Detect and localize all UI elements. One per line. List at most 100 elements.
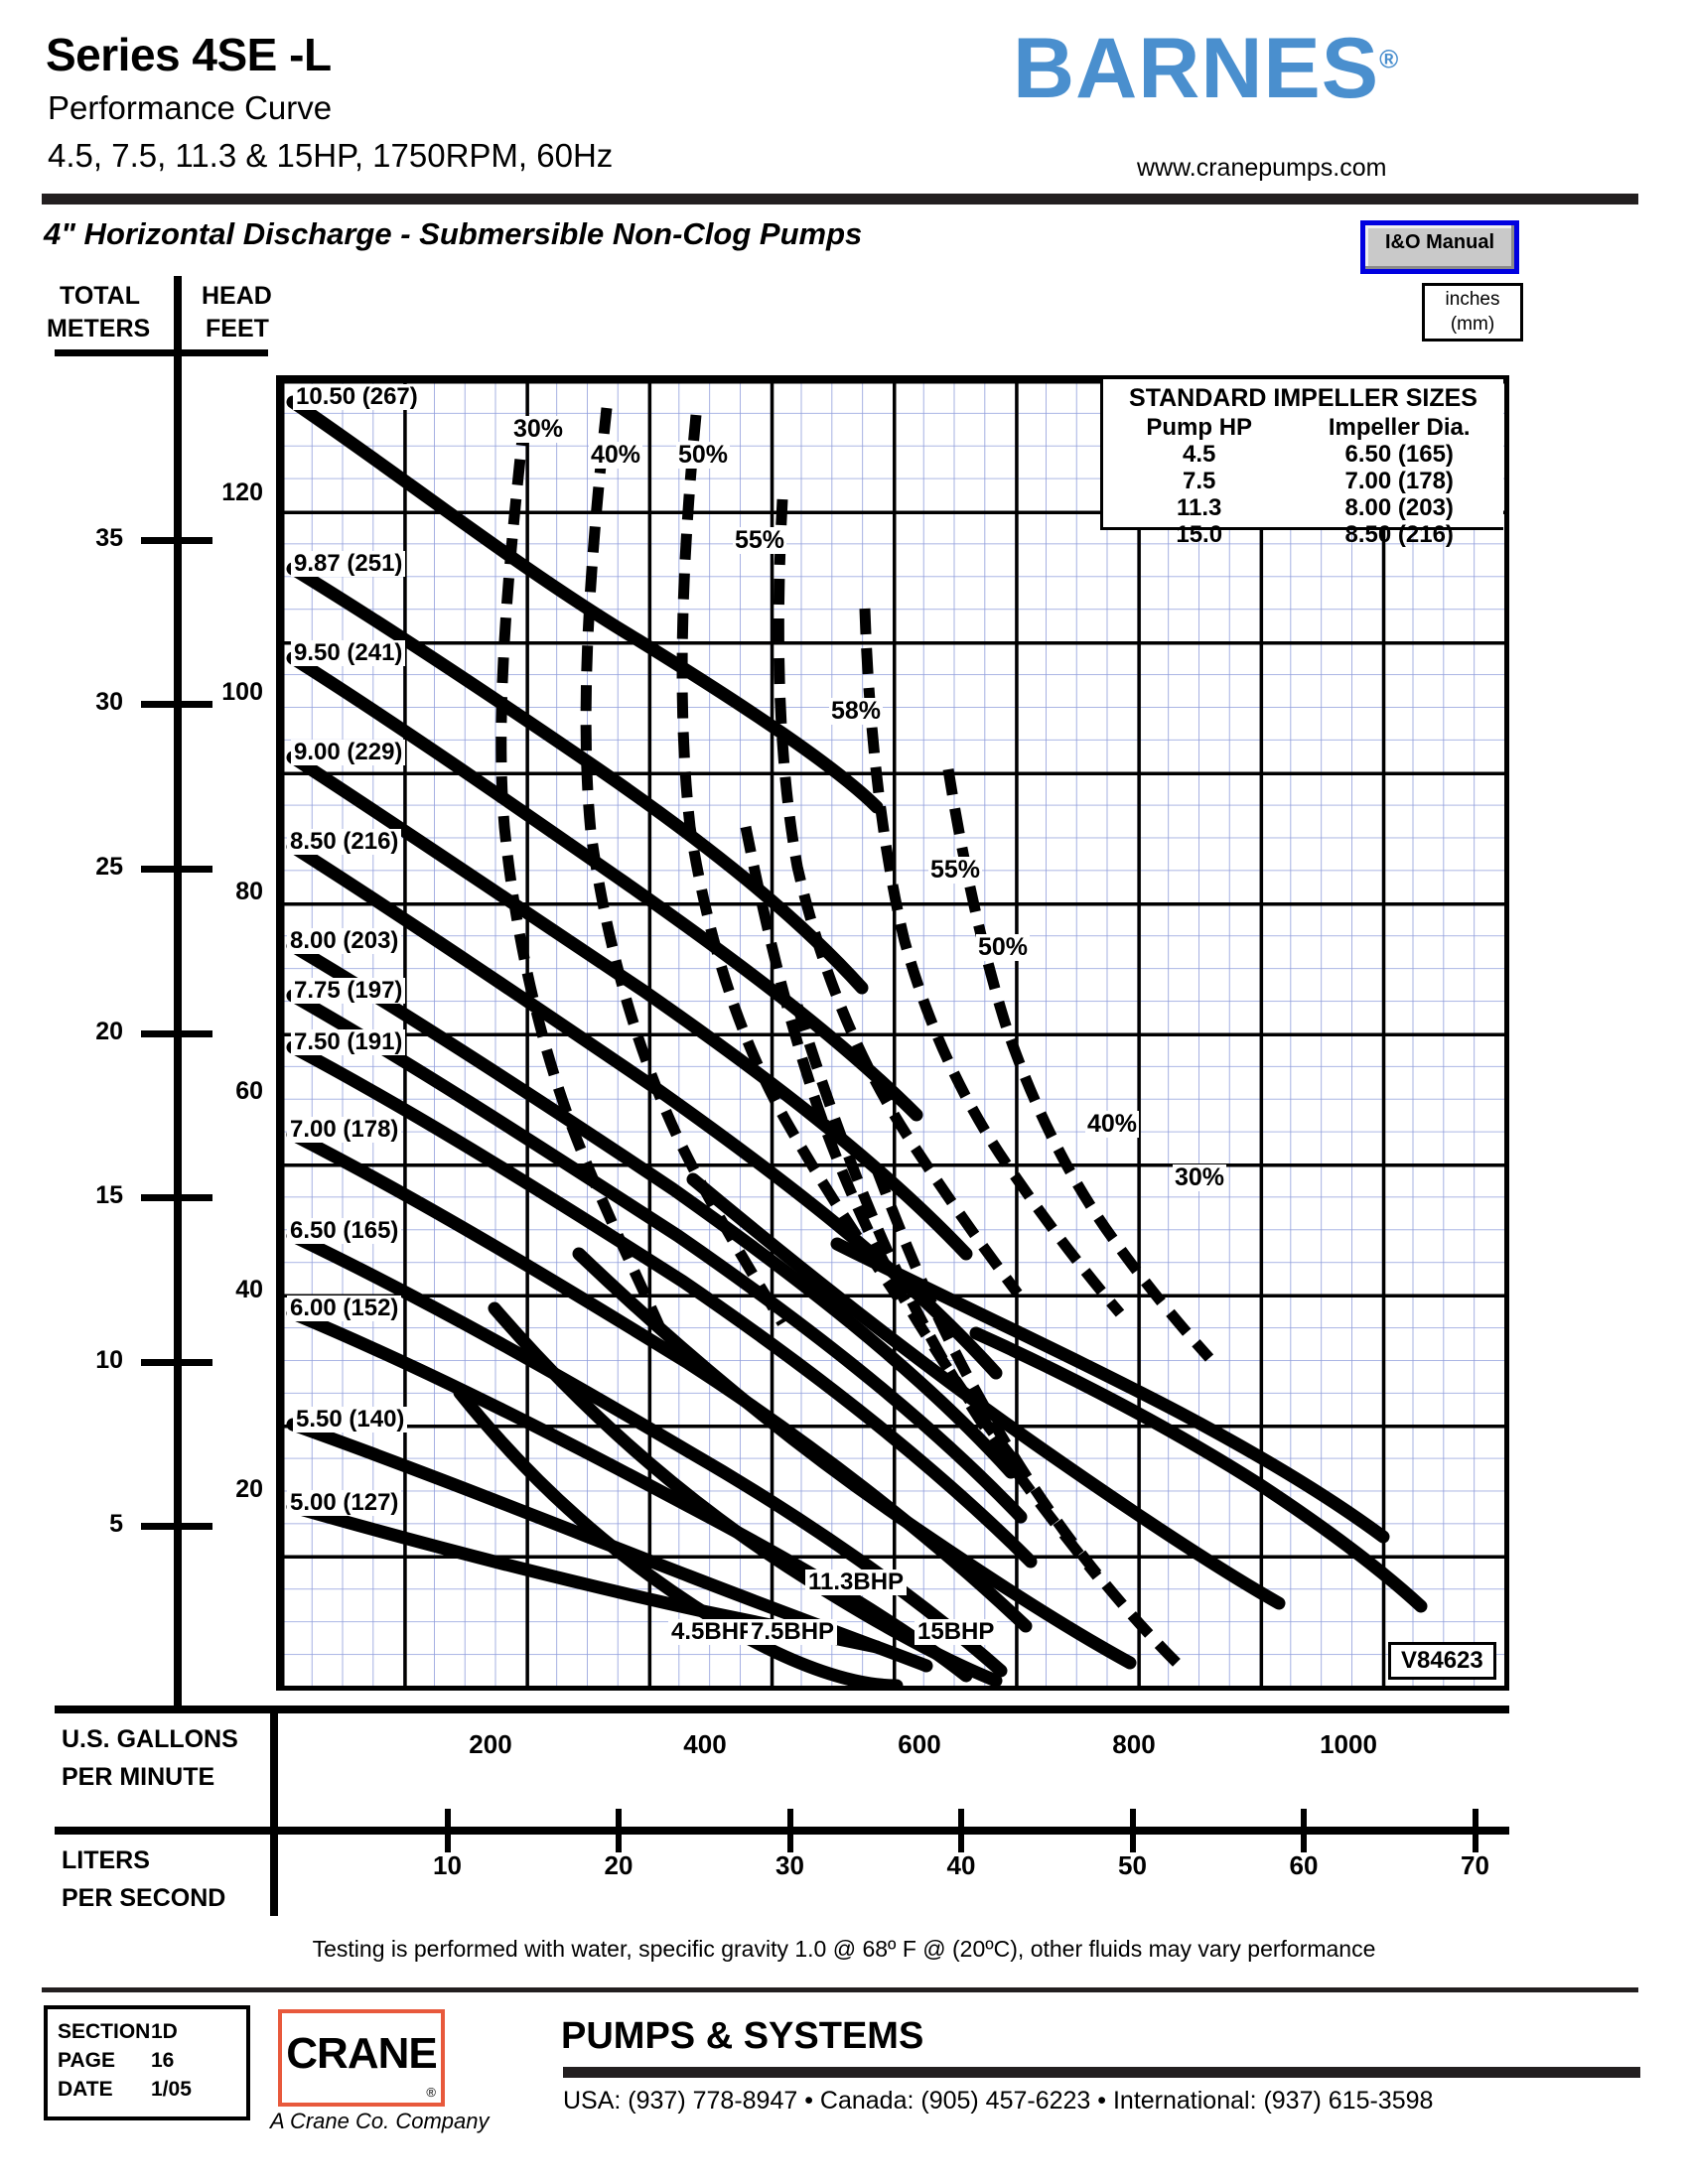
meters-tick-mark [141,1358,212,1366]
pumps-systems-rule [563,2067,1640,2078]
lps-tick-label: 50 [1118,1850,1147,1880]
feet-tick-label: 80 [235,877,263,905]
date-value: 1/05 [151,2078,192,2101]
meters-tick-mark [141,701,212,709]
meters-tick-label: 10 [95,1345,123,1374]
table-header-row: Pump HP Impeller Dia. [1103,414,1503,441]
meters-tick-label: 30 [95,688,123,717]
lps-tick-mark [1129,1809,1136,1852]
crane-wordmark: CRANE [286,2029,437,2078]
impeller-sizes-table: Pump HP Impeller Dia. 4.5 6.50 (165) 7.5 7.… [1103,414,1503,548]
registered-trademark-icon: ® [1379,44,1400,74]
feet-tick-label: 120 [221,478,263,507]
impeller-curve-label: 6.00 (152) [287,1296,402,1321]
impeller-curve-label: 9.00 (229) [291,740,406,765]
barnes-wordmark: BARNES [1013,21,1380,116]
lps-tick-label: 60 [1289,1850,1319,1880]
impeller-sizes-legend: STANDARD IMPELLER SIZES Pump HP Impeller… [1100,379,1503,548]
meters-tick-mark [141,536,212,544]
gpm-tick-label: 400 [683,1729,727,1759]
impeller-curve-label: 5.50 (140) [293,1407,408,1433]
efficiency-label: 40% [1085,1110,1140,1138]
column-header-impeller-dia: Impeller Dia. [1328,414,1471,441]
bhp-curve-group [453,1172,1428,1686]
barnes-logo: BARNES® [1013,20,1399,118]
pumps-systems-title: PUMPS & SYSTEMS [561,2015,924,2057]
axis-header-divider [55,349,268,356]
units-note-box: inches (mm) [1422,283,1523,341]
curve-code-badge: V84623 [1388,1642,1496,1680]
efficiency-label: 55% [928,856,983,884]
lps-axis-label-line2: PER SECOND [62,1884,226,1912]
impeller-dia-cell: 8.00 (203) [1344,494,1454,521]
lps-tick-label: 70 [1461,1850,1489,1880]
axis-label-meters: METERS [47,315,151,342]
impeller-curve-label: 8.00 (203) [287,928,402,954]
header-divider [42,194,1638,205]
table-row: DATE 1/05 [58,2075,192,2104]
performance-curve-subtitle: Performance Curve [48,89,333,126]
efficiency-label: 58% [829,697,884,725]
io-manual-label: I&O Manual [1384,231,1494,253]
motor-spec-line: 4.5, 7.5, 11.3 & 15HP, 1750RPM, 60Hz [48,137,614,174]
table-row: PAGE 16 [58,2046,192,2075]
feet-tick-label: 20 [235,1475,263,1504]
testing-footnote: Testing is performed with water, specifi… [312,1936,1376,1962]
efficiency-label: 50% [976,933,1031,961]
axis-label-feet: FEET [206,315,269,342]
gpm-tick-label: 600 [898,1729,941,1759]
section-info-table: SECTION 1D PAGE 16 DATE 1/05 [58,2017,192,2104]
gpm-axis-rule [55,1706,1509,1713]
efficiency-label: 30% [511,415,566,443]
bhp-label: 7.5BHP [748,1619,838,1645]
feet-tick-label: 60 [235,1076,263,1105]
impeller-hp-cell: 4.5 [1183,441,1216,468]
units-note-inches: inches [1445,289,1500,310]
meters-tick-label: 20 [95,1017,123,1045]
impeller-curve-label: 9.50 (241) [291,640,406,666]
lps-axis-rule [55,1827,1509,1835]
meters-tick-mark [141,1194,212,1202]
meters-tick-label: 15 [95,1181,123,1210]
lps-tick-label: 30 [775,1850,804,1880]
bhp-label: 11.3BHP [805,1570,908,1595]
impeller-curve-label: 5.00 (127) [287,1490,402,1516]
meters-tick-label: 35 [95,523,123,552]
table-row: 15.0 8.50 (216) [1103,521,1503,548]
lps-axis-label-line1: LITERS [62,1846,150,1874]
efficiency-label: 40% [589,441,643,469]
efficiency-label: 50% [676,441,731,469]
impeller-dia-cell: 7.00 (178) [1344,468,1454,494]
meters-tick-mark [141,1523,212,1531]
feet-tick-label: 100 [221,678,263,707]
lps-tick-mark [958,1809,964,1852]
performance-chart-plot: 10.50 (267) 9.87 (251) 9.50 (241) 9.00 (… [276,375,1509,1691]
lps-tick-mark [1301,1809,1307,1852]
bottom-axis-vertical-rule [270,1706,278,1916]
date-label: DATE [58,2078,113,2101]
section-label: SECTION [58,2020,151,2043]
gpm-tick-label: 200 [469,1729,512,1759]
axis-label-head: HEAD [202,282,272,310]
impeller-curve-label: 7.75 (197) [291,978,406,1004]
impeller-dia-cell: 6.50 (165) [1344,441,1454,468]
table-row: 7.5 7.00 (178) [1103,468,1503,494]
table-row: 4.5 6.50 (165) [1103,441,1503,468]
lps-tick-label: 20 [604,1850,633,1880]
meters-tick-label: 5 [109,1510,123,1539]
axis-label-total: TOTAL [60,282,141,310]
io-manual-button[interactable]: I&O Manual [1360,220,1519,274]
lps-tick-label: 10 [433,1850,462,1880]
lps-tick-mark [786,1809,793,1852]
lps-tick-mark [616,1809,622,1852]
meters-tick-mark [141,865,212,873]
impeller-curve-label: 6.50 (165) [287,1218,402,1244]
page-label: PAGE [58,2049,115,2072]
product-type-title: 4" Horizontal Discharge - Submersible No… [44,216,863,251]
impeller-hp-cell: 15.0 [1176,521,1223,548]
impeller-legend-title: STANDARD IMPELLER SIZES [1129,384,1477,412]
section-value: 1D [151,2020,178,2043]
meters-tick-label: 25 [95,852,123,881]
gpm-tick-label: 800 [1112,1729,1156,1759]
impeller-curve-label: 8.50 (216) [287,829,402,855]
